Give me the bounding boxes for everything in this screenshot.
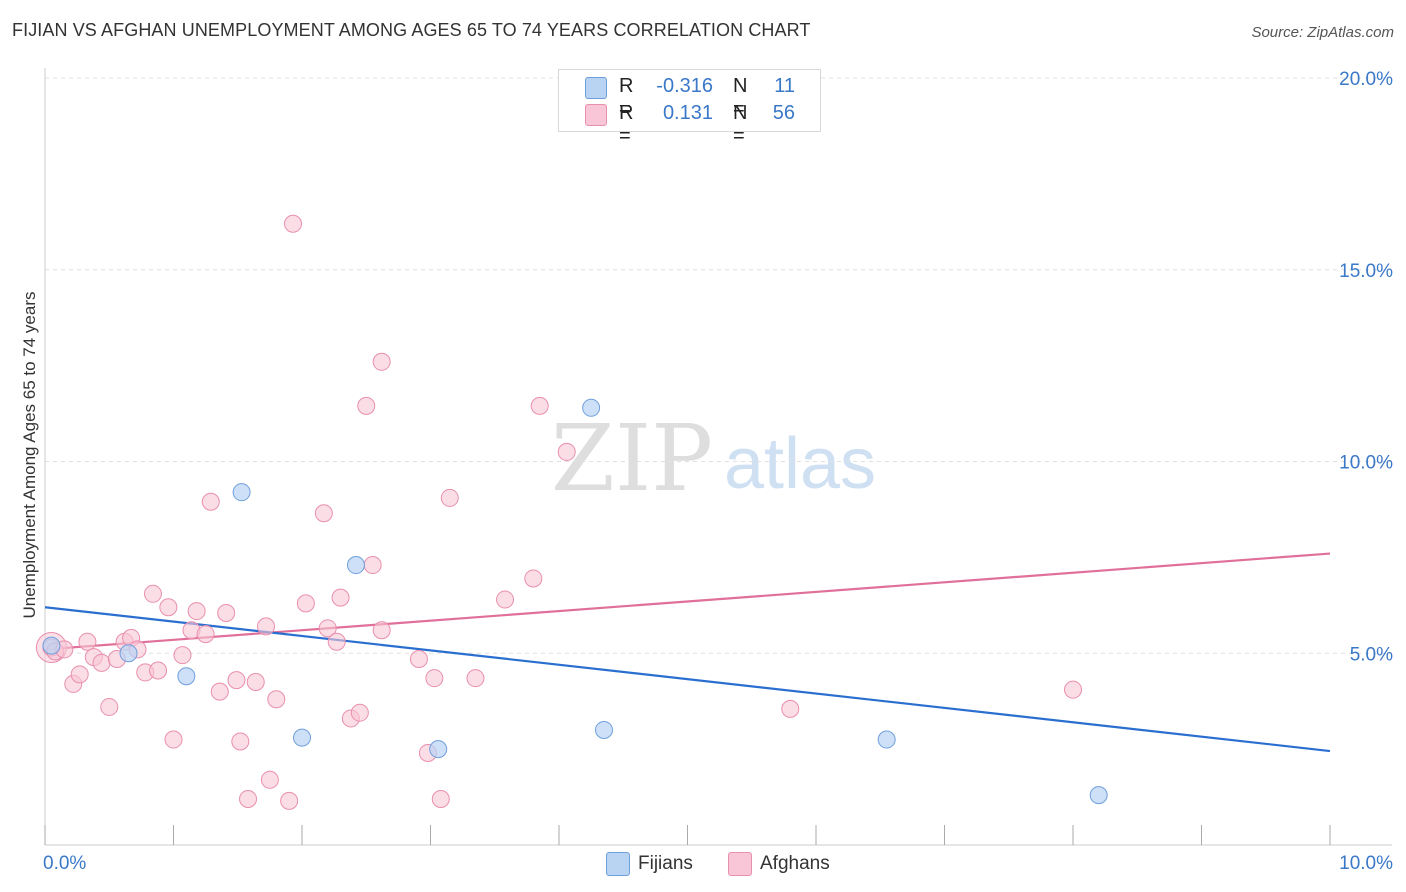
afghans-point xyxy=(425,669,444,688)
afghans-point xyxy=(239,789,258,808)
afghans-point xyxy=(296,594,315,613)
afghans-point xyxy=(327,632,346,651)
afghans-point xyxy=(100,697,119,716)
legend-swatch-fijians xyxy=(585,77,607,99)
fijians-point xyxy=(877,730,896,749)
y-tick-label: 10.0% xyxy=(1339,453,1393,474)
afghans-point xyxy=(466,669,485,688)
afghans-point xyxy=(284,214,303,233)
afghans-point xyxy=(431,789,450,808)
afghans-point xyxy=(781,699,800,718)
afghans-point xyxy=(530,396,549,415)
fijians-point xyxy=(42,636,61,655)
legend-swatch-afghans xyxy=(585,104,607,126)
y-tick-label: 20.0% xyxy=(1339,69,1393,90)
series-swatch-afghans xyxy=(728,852,752,876)
y-tick-label: 15.0% xyxy=(1339,261,1393,282)
watermark-zip: ZIP xyxy=(551,405,713,512)
afghans-point xyxy=(164,730,183,749)
afghans-point xyxy=(187,602,206,621)
fijians-points xyxy=(42,398,1108,805)
afghans-point xyxy=(524,569,543,588)
afghans-points xyxy=(35,214,1082,810)
fijians-point xyxy=(1089,786,1108,805)
afghans-point xyxy=(201,492,220,511)
afghans-point xyxy=(173,646,192,665)
afghans-point xyxy=(557,442,576,461)
fijians-point xyxy=(429,740,448,759)
afghans-point xyxy=(280,791,299,810)
source-label: Source: ZipAtlas.com xyxy=(1251,24,1394,41)
afghans-point xyxy=(210,682,229,701)
legend-r-label: R = xyxy=(619,102,634,147)
afghans-point xyxy=(409,650,428,669)
fijians-point xyxy=(177,667,196,686)
afghans-point xyxy=(267,690,286,709)
afghans-point xyxy=(257,617,276,636)
afghans-point xyxy=(143,584,162,603)
legend-n-label: N = xyxy=(733,75,748,120)
legend-n-label: N = xyxy=(733,102,748,147)
correlation-legend: R = -0.316 N = 11 R = 0.131 N = 56 xyxy=(558,69,821,147)
fijians-point xyxy=(293,728,311,747)
afghans-point xyxy=(363,556,382,575)
watermark: ZIP atlas xyxy=(551,405,876,512)
legend-r-value: 0.131 xyxy=(662,102,713,124)
afghans-trend-line xyxy=(44,552,1331,651)
legend-n-value: 11 xyxy=(774,75,795,97)
x-tick-label: 0.0% xyxy=(43,853,86,874)
afghans-point xyxy=(318,619,337,638)
afghans-point xyxy=(92,653,111,672)
legend-r-value: -0.316 xyxy=(656,75,713,97)
afghans-point xyxy=(331,588,350,607)
grid xyxy=(45,77,1392,654)
afghans-point xyxy=(260,770,279,789)
fijians-point xyxy=(119,644,138,663)
afghans-point xyxy=(357,396,376,415)
fijians-point xyxy=(582,398,601,417)
series-label-afghans: Afghans xyxy=(760,853,830,874)
afghans-point xyxy=(227,671,246,690)
fijians-point xyxy=(594,720,613,739)
chart-title: FIJIAN VS AFGHAN UNEMPLOYMENT AMONG AGES… xyxy=(12,20,811,40)
fijians-point xyxy=(346,556,365,575)
afghans-point xyxy=(70,665,89,684)
afghans-point xyxy=(1064,680,1082,699)
legend-r-label: R = xyxy=(619,75,634,120)
afghans-point xyxy=(440,488,459,507)
afghans-point xyxy=(314,504,333,523)
x-tick-label: 10.0% xyxy=(1339,853,1393,874)
afghans-point xyxy=(217,603,236,622)
afghans-point xyxy=(496,590,515,609)
afghans-point xyxy=(149,661,168,680)
legend-n-value: 56 xyxy=(772,102,795,124)
afghans-point xyxy=(196,625,215,644)
afghans-point xyxy=(231,732,250,751)
afghans-point xyxy=(350,703,369,722)
afghans-point xyxy=(78,632,97,651)
afghans-point xyxy=(372,352,391,371)
afghans-point xyxy=(372,621,391,640)
trend-lines xyxy=(44,552,1331,753)
afghans-point xyxy=(246,673,265,692)
afghans-point xyxy=(159,598,178,617)
series-label-fijians: Fijians xyxy=(638,853,693,874)
watermark-atlas: atlas xyxy=(724,424,876,504)
axes xyxy=(44,68,1392,846)
series-swatch-fijians xyxy=(606,852,630,876)
y-tick-label: 5.0% xyxy=(1350,644,1393,665)
fijians-point xyxy=(232,483,251,502)
series-legend: Fijians Afghans xyxy=(0,852,1406,878)
tick-labels: 5.0% 10.0% 15.0% 20.0% 0.0% 10.0% xyxy=(43,69,1393,874)
